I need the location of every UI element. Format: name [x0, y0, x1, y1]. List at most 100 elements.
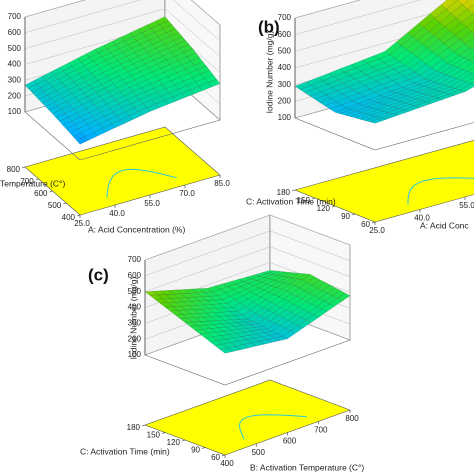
surface-patch: [149, 294, 164, 300]
surface-patch: [24, 80, 38, 89]
surface-patch: [222, 296, 236, 304]
surface-patch: [162, 298, 177, 303]
surface-patch: [276, 282, 290, 290]
y-tick: [35, 178, 39, 181]
surface-patch: [245, 301, 259, 311]
surface-patch: [170, 297, 184, 303]
surface-patch: [252, 296, 267, 305]
surface-patch: [154, 298, 169, 304]
surface-patch: [180, 293, 195, 298]
surface-patch: [55, 113, 69, 122]
surface-patch: [93, 127, 107, 137]
surface-patch: [236, 321, 251, 326]
surface-patch: [148, 92, 161, 101]
y-tick-label: 60: [211, 453, 220, 462]
y-tick: [161, 432, 166, 434]
z-tick-label: 200: [128, 334, 142, 343]
surface-patch: [40, 83, 54, 92]
surface-patch: [250, 341, 265, 347]
surface-patch: [235, 281, 250, 287]
surface-patch: [150, 24, 164, 33]
surface-patch: [144, 291, 159, 296]
surface-patch: [207, 285, 221, 293]
surface-patch: [235, 344, 249, 350]
y-tick-label: 150: [297, 196, 311, 205]
z-tick-label: 600: [278, 30, 292, 39]
surface-patch: [157, 294, 172, 300]
surface-patch: [155, 44, 169, 53]
y-tick: [181, 439, 186, 442]
surface-cell: [24, 49, 123, 114]
surface-patch: [166, 28, 180, 37]
grid-line: [24, 8, 221, 57]
surface-patch: [212, 289, 226, 297]
panel-label: (c): [88, 265, 109, 284]
y-tick-label: 180: [127, 423, 141, 432]
surface-patch: [137, 107, 151, 116]
surface-patch: [66, 124, 79, 133]
x-axis-label: A: Acid Conc: [420, 220, 469, 230]
surface-patch: [172, 93, 186, 102]
contour-line: [106, 168, 177, 198]
surface-patch: [211, 303, 226, 309]
surface-patch: [206, 300, 221, 305]
surface-patch: [76, 136, 90, 145]
contour-floor: [24, 126, 221, 216]
surface-patch: [250, 304, 264, 314]
surface-patch: [160, 92, 174, 101]
surface-patch: [175, 289, 190, 294]
z-tick-label: 200: [278, 96, 292, 105]
y-tick: [141, 424, 146, 427]
grid-line: [294, 18, 474, 69]
y-tick: [21, 166, 26, 169]
surface-patch: [336, 292, 351, 302]
surface-patch: [271, 271, 286, 276]
surface-patch: [205, 312, 220, 318]
grid-line: [144, 246, 351, 292]
y-axis-label: C: Activation Time (min): [80, 446, 170, 456]
surface-patch: [212, 335, 226, 341]
surface-patch: [159, 302, 174, 308]
z-tick-label: 700: [128, 255, 142, 264]
surface-patch: [152, 290, 167, 296]
surface-patch: [167, 289, 182, 295]
surface-patch: [35, 91, 48, 100]
surface-patch: [190, 86, 203, 95]
surface-patch: [243, 342, 257, 349]
surface-patch: [301, 274, 316, 283]
surface-patch: [266, 337, 281, 343]
surface-patch: [240, 335, 255, 340]
surface-patch: [248, 333, 263, 339]
z-tick-label: 500: [128, 287, 142, 296]
surface-patch: [85, 132, 98, 141]
grid-line: [294, 0, 361, 19]
surface-patch: [49, 78, 62, 88]
z-tick-label: 300: [8, 75, 22, 84]
y-tick-label: 120: [317, 204, 331, 213]
surface-patch: [200, 70, 214, 79]
y-tick-label: 180: [277, 188, 291, 197]
contour-line: [238, 414, 307, 440]
contour-line: [407, 177, 474, 205]
panel-label: (b): [258, 17, 280, 36]
grid-line: [144, 230, 351, 277]
surface-patch: [152, 40, 165, 49]
y-tick: [331, 205, 336, 208]
surface-patch: [150, 80, 163, 89]
surface-patch: [191, 288, 206, 294]
surface-patch: [54, 97, 67, 107]
x-tick-label: 85.0: [214, 179, 230, 188]
surface-patch: [192, 309, 207, 314]
surface-cell: [207, 270, 311, 320]
z-tick-label: 100: [8, 107, 22, 116]
surface-patch: [214, 283, 229, 290]
z-tick-label: 400: [8, 60, 22, 69]
panel: 100 200 300 400 500 600 700 25.0 40.0 55.0 60 90 120…: [246, 0, 474, 235]
y-tick-label: 150: [147, 431, 161, 440]
y-tick: [371, 221, 376, 224]
y-tick: [201, 447, 206, 449]
y-tick-label: 600: [34, 189, 48, 198]
z-tick-label: 700: [278, 13, 292, 22]
y-tick-label: 90: [191, 446, 200, 455]
surface-cell: [52, 79, 151, 145]
